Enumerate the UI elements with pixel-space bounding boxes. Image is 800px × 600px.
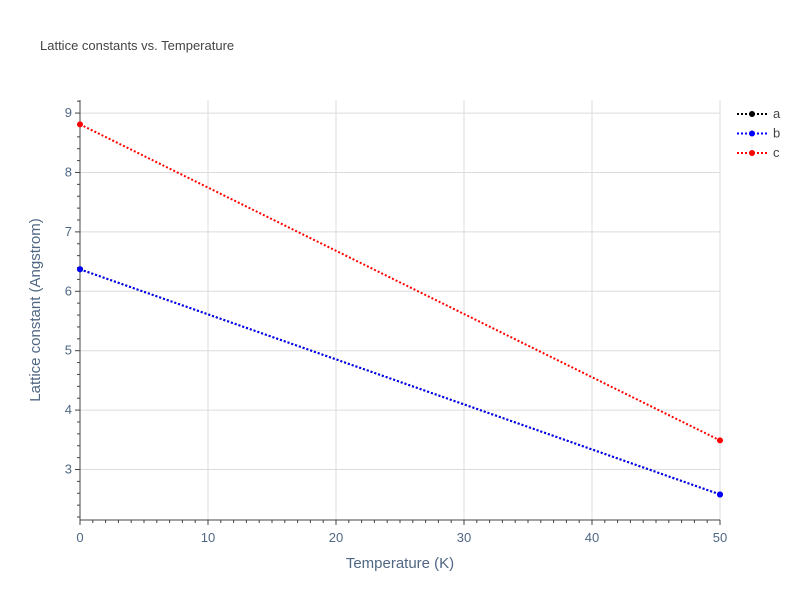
- data-point-c: [77, 121, 83, 128]
- data-point-b: [77, 266, 83, 273]
- y-tick-label: 9: [65, 105, 72, 120]
- legend-swatch-marker: [749, 150, 755, 156]
- legend-item-a[interactable]: a: [737, 106, 781, 121]
- x-tick-label: 30: [457, 530, 471, 545]
- y-tick-label: 6: [65, 283, 72, 298]
- series: [77, 121, 723, 498]
- legend-label: a: [773, 106, 781, 121]
- legend-item-b[interactable]: b: [737, 126, 780, 141]
- legend-label: b: [773, 126, 780, 141]
- data-point-b: [717, 491, 723, 498]
- y-tick-label: 3: [65, 462, 72, 477]
- x-tick-label: 40: [585, 530, 599, 545]
- legend: abc: [737, 106, 781, 160]
- series-line-c: [79, 123, 721, 442]
- data-point-c: [717, 437, 723, 444]
- legend-label: c: [773, 145, 780, 160]
- legend-swatch-marker: [749, 111, 755, 117]
- y-tick-label: 4: [65, 402, 72, 417]
- chart-title: Lattice constants vs. Temperature: [40, 38, 234, 53]
- legend-swatch-marker: [749, 130, 755, 137]
- legend-item-c[interactable]: c: [737, 145, 780, 160]
- x-tick-label: 10: [201, 530, 215, 545]
- y-axis-title: Lattice constant (Angstrom): [27, 218, 44, 401]
- series-line-b: [79, 268, 721, 496]
- y-tick-label: 5: [65, 343, 72, 358]
- axes: 0 10 20 30 40 50 3 4 5 6 7 8 9: [65, 100, 727, 545]
- x-axis-title: Temperature (K): [346, 555, 454, 572]
- x-tick-label: 20: [329, 530, 343, 545]
- x-tick-label: 0: [76, 530, 83, 545]
- grid: [79, 100, 721, 520]
- y-tick-label: 7: [65, 224, 72, 239]
- y-tick-label: 8: [65, 164, 72, 179]
- x-tick-label: 50: [713, 530, 727, 545]
